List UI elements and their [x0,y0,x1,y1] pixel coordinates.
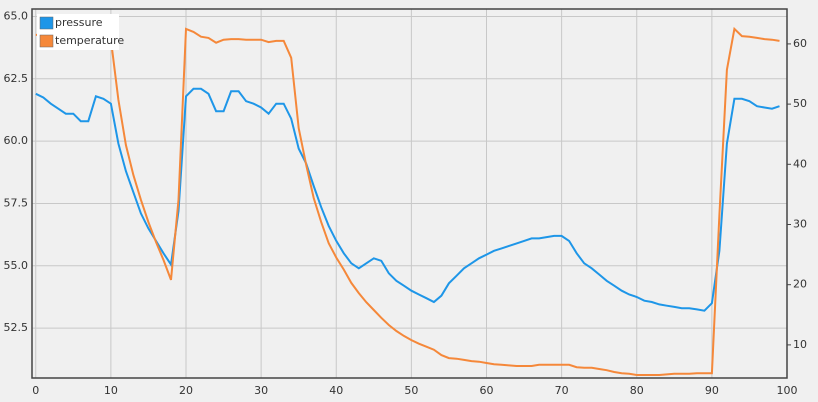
y2-tick-label: 30 [793,218,807,231]
legend-swatch [39,34,54,48]
y2-tick-label: 10 [793,338,807,351]
y2-tick-label: 40 [793,157,807,170]
y-tick-label: 57.5 [4,196,29,209]
lines [35,26,780,376]
x-tick-label: 100 [777,384,798,397]
legend: pressure temperature [37,14,124,50]
x-tick-label: 50 [404,384,418,397]
x-tick-label: 80 [630,384,644,397]
x-tick-label: 40 [329,384,343,397]
x-tick-label: 20 [179,384,193,397]
y2-tick-label: 50 [793,97,807,110]
x-tick-label: 30 [254,384,268,397]
x-tick-label: 0 [32,384,39,397]
y-tick-label: 55.0 [4,259,29,272]
y-tick-label: 52.5 [4,321,29,334]
y2-tick-label: 60 [793,37,807,50]
legend-label: pressure [55,16,103,29]
x-tick-label: 10 [104,384,118,397]
plot-border [31,8,788,379]
y-tick-label: 62.5 [4,72,29,85]
x-tick-label: 70 [555,384,569,397]
y-tick-label: 65.0 [4,9,29,22]
x-tick-label: 60 [480,384,494,397]
legend-swatch [39,16,54,30]
y-tick-label: 60.0 [4,134,29,147]
x-tick-label: 90 [705,384,719,397]
series-line [35,87,780,312]
y2-tick-label: 20 [793,278,807,291]
labels: 0 10 20 30 40 50 60 70 80 90 100 52.5 55.0 57.5 60.0 62… [4,9,808,397]
legend-label: temperature [55,34,124,47]
series-line [35,26,780,376]
